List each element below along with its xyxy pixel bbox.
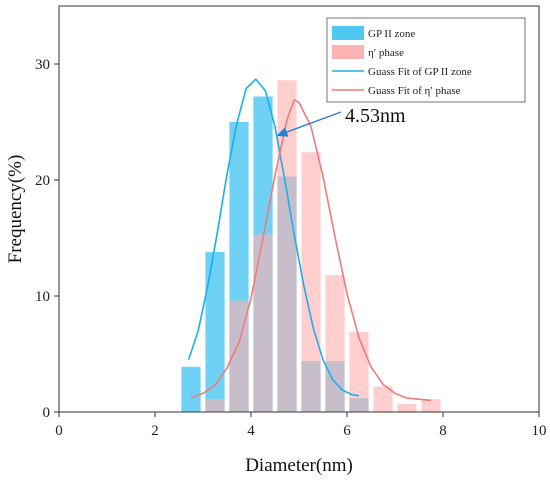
y-axis-title: Frequency(%) [5, 155, 26, 264]
x-tick-label: 6 [343, 423, 351, 439]
annotation-arrow-head [276, 127, 289, 137]
bars-layer [181, 80, 441, 412]
bar-series-1-2 [253, 234, 273, 412]
legend-swatch-gp-zone [332, 26, 364, 40]
y-tick-label: 10 [35, 289, 50, 305]
bar-series-1-1 [229, 300, 249, 412]
legend-label-eta-phase: η′ phase [368, 47, 404, 59]
bar-series-1-0 [205, 399, 225, 412]
annotation-arrow-line [284, 111, 342, 134]
x-tick-label: 4 [247, 423, 255, 439]
bar-series-1-5 [325, 275, 345, 412]
y-tick-label: 0 [43, 405, 51, 421]
x-tick-label: 0 [55, 423, 63, 439]
legend-swatch-eta-phase [332, 45, 364, 59]
fit-line-series-2 [187, 78, 360, 397]
x-axis: 0 2 4 6 8 10 [55, 412, 547, 439]
fit-lines-layer [187, 78, 432, 402]
annotation: 4.53nm [276, 105, 406, 137]
x-tick-label: 10 [532, 423, 547, 439]
bar-series-1-6 [349, 332, 369, 412]
legend: GP II zone η′ phase Guass Fit of GP II z… [326, 17, 526, 103]
y-tick-label: 20 [35, 173, 50, 189]
plot-frame [58, 5, 540, 413]
fit-line-series-3 [190, 99, 432, 402]
bar-series-1-9 [421, 399, 441, 412]
legend-label-gp-fit: Guass Fit of GP II zone [368, 66, 472, 78]
y-axis: 0 10 20 30 [35, 57, 59, 421]
bar-series-1-4 [301, 152, 321, 412]
x-axis-title: Diameter(nm) [245, 455, 353, 476]
bar-series-0-1 [205, 251, 225, 412]
x-tick-label: 8 [439, 423, 447, 439]
bar-series-1-7 [373, 386, 393, 412]
annotation-label: 4.53nm [345, 105, 406, 127]
legend-label-gp-zone: GP II zone [368, 28, 415, 40]
y-tick-label: 30 [35, 57, 50, 73]
bar-series-1-8 [397, 403, 417, 412]
bar-series-0-0 [181, 366, 201, 412]
x-tick-label: 2 [151, 423, 159, 439]
legend-label-eta-fit: Guass Fit of η′ phase [368, 85, 461, 97]
